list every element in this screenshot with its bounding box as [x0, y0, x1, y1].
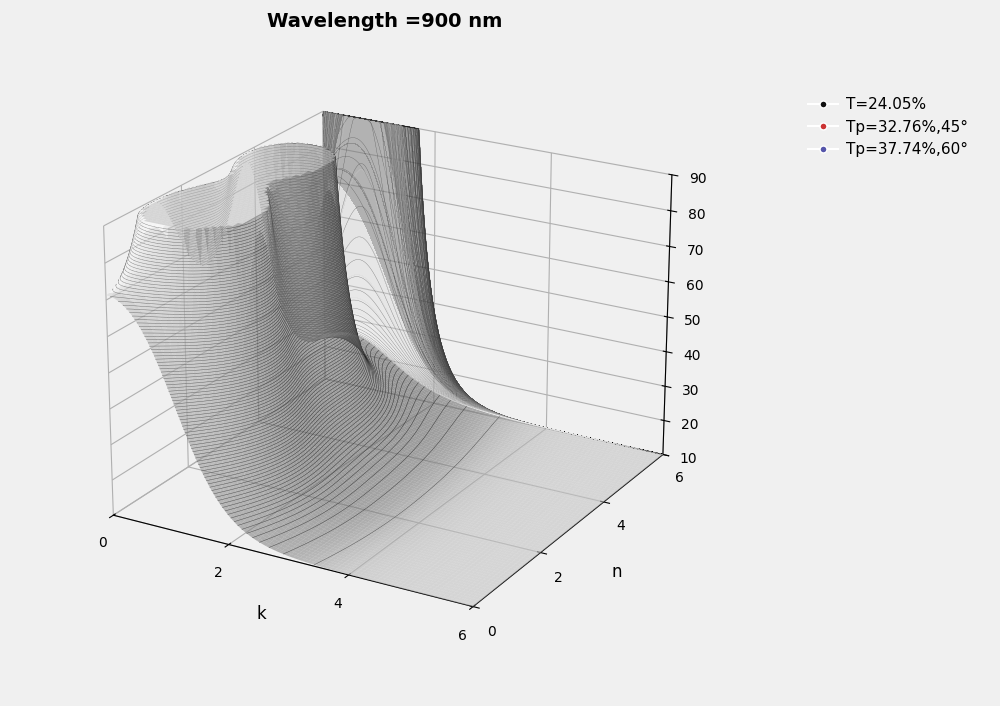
X-axis label: k: k — [257, 605, 266, 623]
Title: Wavelength =900 nm: Wavelength =900 nm — [267, 12, 503, 31]
Y-axis label: n: n — [612, 563, 622, 581]
Legend: T=24.05%, Tp=32.76%,45°, Tp=37.74%,60°: T=24.05%, Tp=32.76%,45°, Tp=37.74%,60° — [803, 92, 972, 162]
